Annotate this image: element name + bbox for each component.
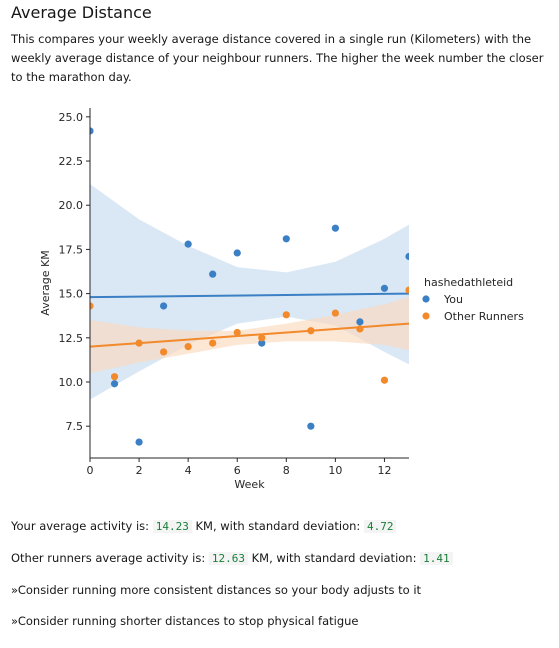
x-tick-label: 12 (377, 464, 391, 477)
data-point-other-runners (307, 327, 315, 335)
y-tick-label: 10.0 (59, 376, 84, 389)
others-average-value: 12.63 (208, 552, 248, 565)
y-tick-label: 25.0 (59, 111, 84, 124)
others-activity-prefix: Other runners average activity is: (11, 551, 209, 565)
data-point-you (209, 270, 217, 278)
data-point-you (184, 240, 192, 248)
regression-line-other-runners (90, 322, 409, 348)
confidence-band-you (90, 184, 409, 400)
others-std-value: 1.41 (420, 552, 453, 565)
tip-consistent-distances: »Consider running more consistent distan… (11, 583, 422, 597)
chart-description: This compares your weekly average distan… (11, 32, 544, 84)
y-tick-label: 12.5 (59, 332, 84, 345)
data-point-other-runners (184, 343, 192, 351)
x-axis-label: Week (234, 478, 265, 491)
data-point-other-runners (90, 302, 94, 310)
data-point-you (135, 438, 143, 446)
data-point-you (282, 235, 290, 243)
y-tick-label: 17.5 (59, 243, 84, 256)
data-point-other-runners (135, 339, 143, 347)
others-activity-mid: KM, with standard deviation: (247, 551, 421, 565)
y-axis-label: Average KM (39, 250, 52, 315)
data-point-you (233, 249, 241, 257)
regression-line-you (90, 292, 409, 299)
data-point-you (160, 302, 168, 310)
legend-title: hashedathleteid (424, 276, 513, 289)
y-tick-label: 15.0 (59, 288, 84, 301)
x-tick-label: 0 (87, 464, 94, 477)
your-activity-stat: Your average activity is: 14.23 KM, with… (11, 519, 397, 533)
data-point-other-runners (282, 311, 290, 319)
distance-chart: 7.5 10.0 12.5 15.0 17.5 20.0 22.5 25.0 0 2 4 6 8 10 12… (39, 108, 524, 491)
others-activity-stat: Other runners average activity is: 12.63… (11, 551, 453, 565)
x-tick-label: 4 (185, 464, 192, 477)
your-activity-mid: KM, with standard deviation: (191, 519, 364, 533)
tip-shorter-distances: »Consider running shorter distances to s… (11, 614, 359, 628)
data-point-you (258, 339, 266, 347)
data-point-you (405, 252, 409, 261)
your-activity-prefix: Your average activity is: (11, 519, 153, 533)
legend-label-other-runners: Other Runners (444, 310, 524, 323)
data-point-other-runners (209, 339, 217, 347)
x-tick-label: 8 (283, 464, 290, 477)
legend-marker-other-runners (422, 312, 430, 320)
x-tick-label: 6 (234, 464, 241, 477)
data-point-other-runners (405, 286, 409, 294)
data-point-other-runners (331, 309, 339, 317)
y-tick-label: 7.5 (66, 420, 84, 433)
data-point-other-runners (356, 325, 364, 333)
data-point-you (356, 318, 364, 326)
data-point-you (307, 422, 315, 430)
your-std-value: 4.72 (363, 520, 397, 533)
legend-label-you: You (443, 293, 463, 306)
data-point-you (90, 127, 94, 135)
your-average-value: 14.23 (152, 520, 192, 533)
data-point-other-runners (233, 328, 241, 337)
legend-marker-you (422, 295, 430, 303)
data-point-other-runners (110, 373, 119, 381)
data-point-other-runners (380, 376, 389, 384)
x-tick-label: 10 (328, 464, 342, 477)
y-tick-label: 20.0 (59, 199, 84, 212)
data-point-other-runners (258, 334, 266, 342)
data-point-you (110, 380, 119, 388)
data-point-other-runners (160, 348, 168, 356)
data-point-you (380, 284, 389, 292)
data-point-you (331, 224, 339, 232)
y-tick-label: 22.5 (59, 155, 84, 168)
page-title: Average Distance (11, 3, 152, 22)
plot-area (90, 127, 409, 446)
x-tick-label: 2 (136, 464, 143, 477)
